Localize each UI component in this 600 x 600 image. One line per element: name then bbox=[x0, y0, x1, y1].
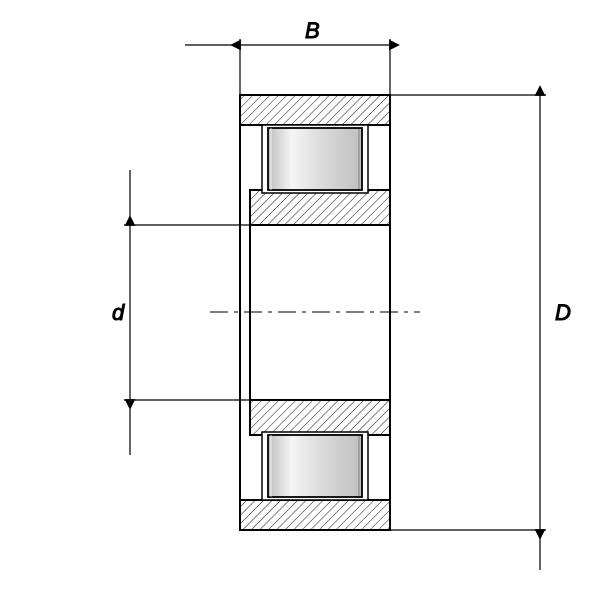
bearing-cross-section-diagram: B Dd bbox=[0, 0, 600, 600]
inner-ring-bottom-section bbox=[250, 400, 390, 435]
roller-bottom bbox=[268, 435, 362, 497]
roller-top bbox=[268, 128, 362, 190]
outer-ring-top-section bbox=[240, 95, 390, 125]
inner-ring-top-section bbox=[250, 190, 390, 225]
dimension-label-d: d bbox=[112, 300, 125, 325]
dimension-label-B: B bbox=[305, 18, 320, 43]
outer-ring-bottom-section bbox=[240, 500, 390, 530]
dimension-label-D: D bbox=[555, 300, 571, 325]
